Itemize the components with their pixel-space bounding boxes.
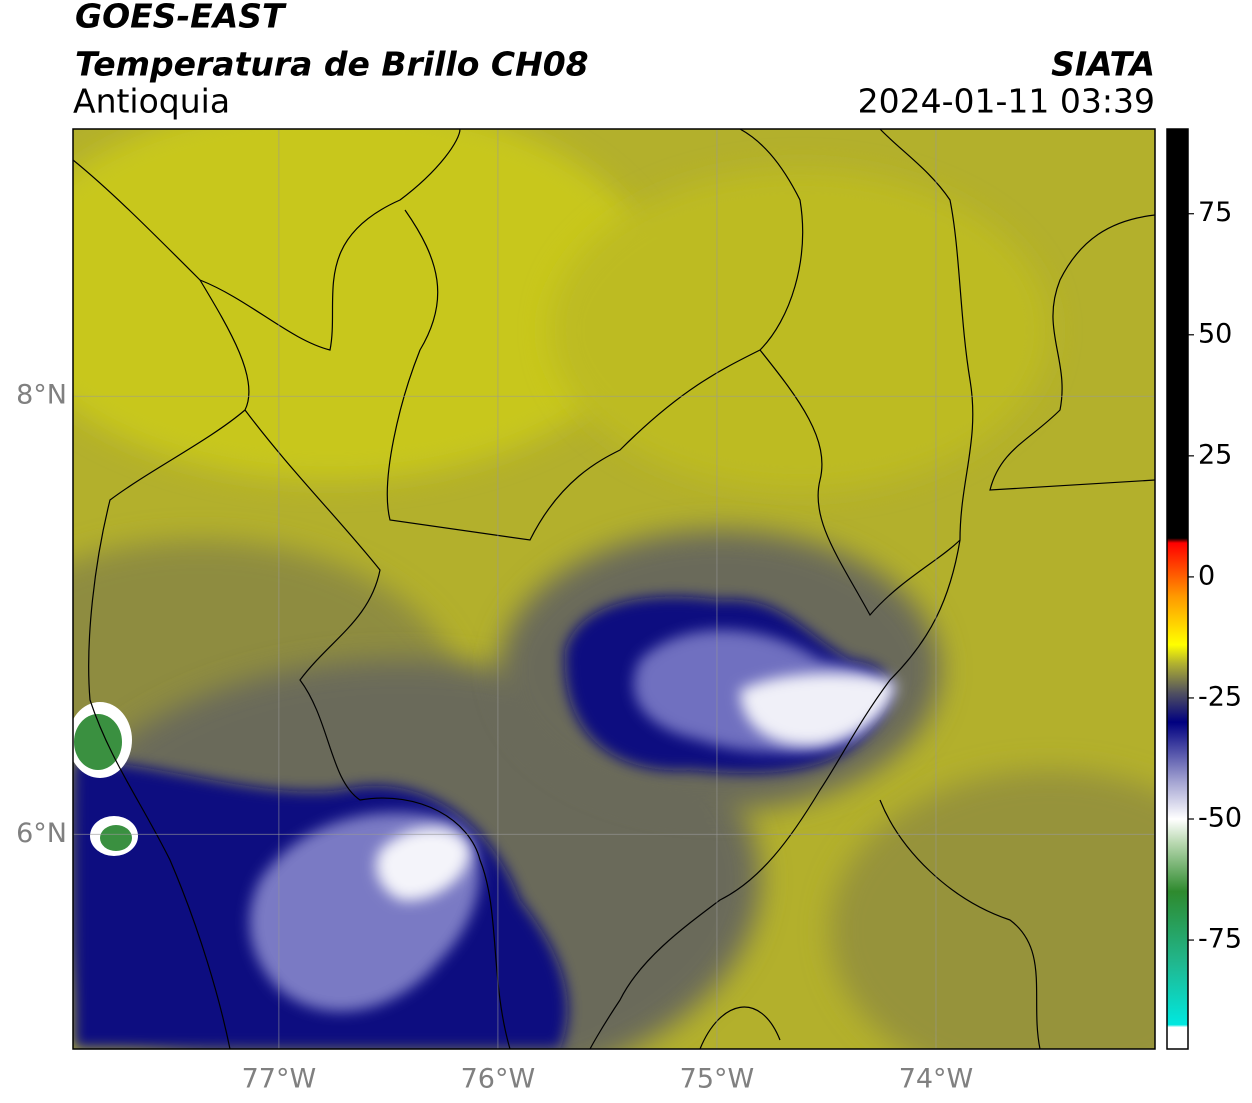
map-image xyxy=(73,129,1155,1049)
region: Antioquia xyxy=(73,82,230,121)
colorbar-tick-label: 75 xyxy=(1198,197,1232,228)
colorbar xyxy=(1166,128,1189,1050)
colorbar-tick-label: -50 xyxy=(1198,803,1242,834)
colorbar-tick-label: 25 xyxy=(1198,439,1232,470)
grid xyxy=(73,129,1155,1049)
source: SIATA xyxy=(1051,45,1155,84)
colorbar-tick-label: -25 xyxy=(1198,681,1242,712)
colorbar-tick-label: 0 xyxy=(1198,560,1215,591)
colorbar-tick-label: 50 xyxy=(1198,318,1232,349)
y-tick-label: 6°N xyxy=(16,818,67,849)
colorbar-tick-label: -75 xyxy=(1198,924,1242,955)
x-tick-label: 76°W xyxy=(461,1064,536,1095)
x-tick-label: 74°W xyxy=(899,1064,974,1095)
datetime: 2024-01-11 03:39 xyxy=(858,82,1155,121)
x-tick-label: 75°W xyxy=(680,1064,755,1095)
map-frame xyxy=(72,128,1156,1050)
x-tick-label: 77°W xyxy=(242,1064,317,1095)
subtitle: Temperatura de Brillo CH08 xyxy=(75,45,589,84)
y-tick-label: 8°N xyxy=(16,380,67,411)
title: GOES-EAST xyxy=(75,0,287,36)
